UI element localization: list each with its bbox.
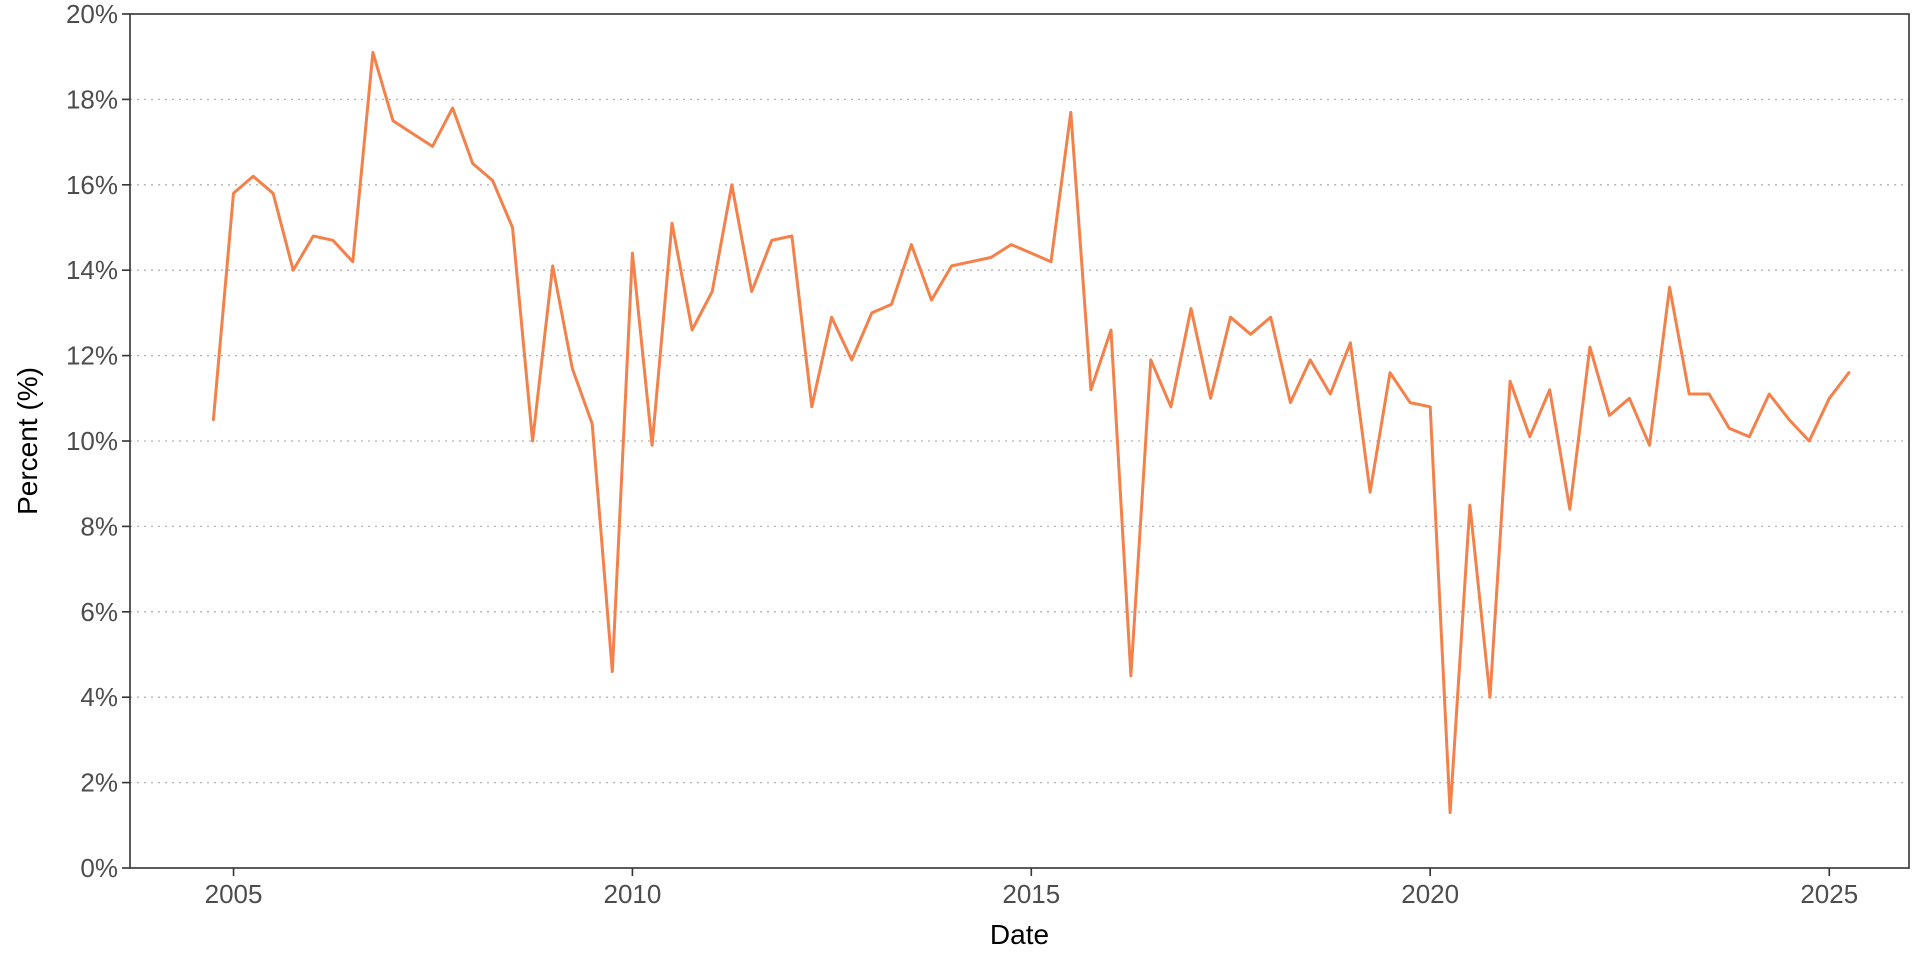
series-layer [211, 50, 1851, 814]
grid-lines [130, 98, 1909, 784]
y-axis: 0% 2% 4% 6% 8% 10% 12% 14% 16% 18% 20% [66, 0, 130, 883]
y-tick-label: 10% [66, 426, 118, 456]
y-tick-label: 0% [80, 853, 118, 883]
y-axis-title: Percent (%) [12, 367, 43, 515]
x-tick-label: 2025 [1800, 879, 1858, 909]
y-tick-label: 4% [80, 682, 118, 712]
x-tick-label: 2010 [603, 879, 661, 909]
x-tick-label: 2005 [205, 879, 263, 909]
data-points [213, 52, 1849, 813]
y-tick-label: 12% [66, 341, 118, 371]
y-tick-label: 8% [80, 511, 118, 541]
x-axis: 2005 2010 2015 2020 2025 [205, 868, 1858, 909]
y-tick-label: 2% [80, 768, 118, 798]
x-tick-label: 2015 [1002, 879, 1060, 909]
y-tick-label: 6% [80, 597, 118, 627]
y-tick-label: 18% [66, 84, 118, 114]
series-line [211, 50, 1851, 814]
y-tick-label: 20% [66, 0, 118, 29]
y-tick-label: 14% [66, 255, 118, 285]
x-axis-title: Date [990, 919, 1049, 950]
y-tick-label: 16% [66, 170, 118, 200]
x-tick-label: 2020 [1401, 879, 1459, 909]
